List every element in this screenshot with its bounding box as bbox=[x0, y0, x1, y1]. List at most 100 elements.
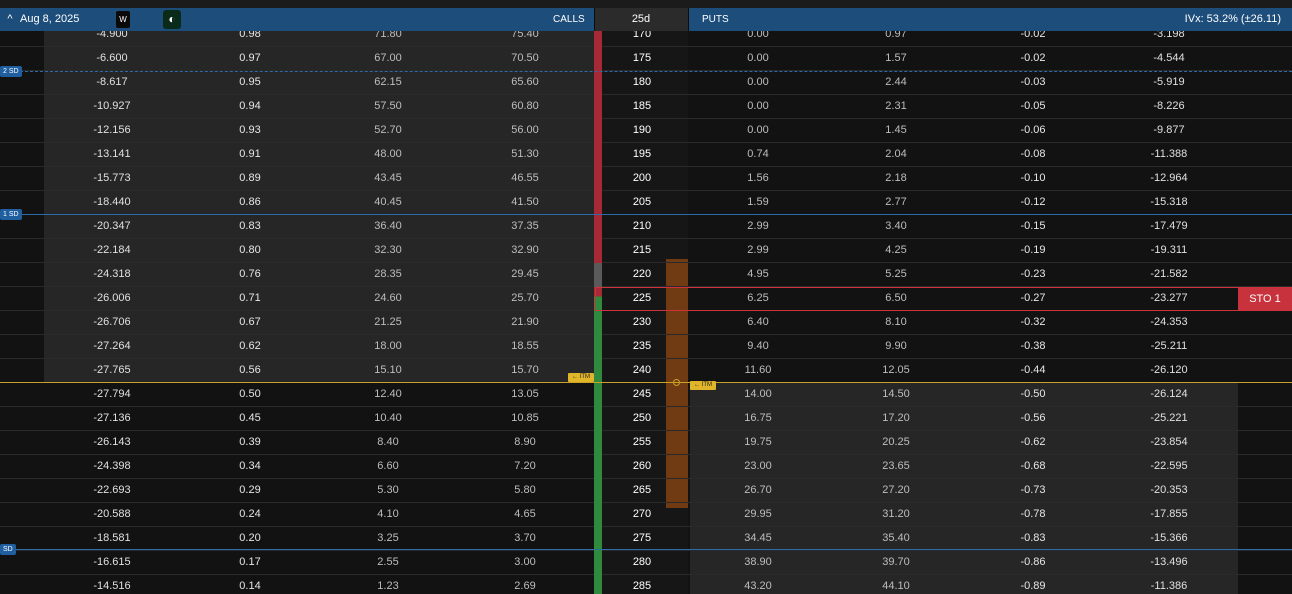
put-bid-cell[interactable]: 2.99 bbox=[747, 220, 769, 232]
call-theta-cell[interactable]: -27.765 bbox=[93, 364, 131, 376]
put-bid-cell[interactable]: 6.40 bbox=[747, 316, 769, 328]
call-bid-cell[interactable]: 40.45 bbox=[374, 196, 402, 208]
call-bid-cell[interactable]: 10.40 bbox=[374, 412, 402, 424]
call-theta-cell[interactable]: -26.706 bbox=[93, 316, 131, 328]
put-ask-cell[interactable]: 2.44 bbox=[885, 76, 907, 88]
chain-row[interactable]: -4.900 0.98 71.80 75.40 170 0.00 0.97 -0.02 -3.1… bbox=[0, 31, 1292, 47]
chain-row[interactable]: -27.136 0.45 10.40 10.85 250 16.75 17.20 -0.56 -… bbox=[0, 407, 1292, 431]
chain-row[interactable]: -18.581 0.20 3.25 3.70 275 34.45 35.40 -0.83 -15… bbox=[0, 527, 1292, 551]
call-ask-cell[interactable]: 4.65 bbox=[514, 508, 536, 520]
put-bid-cell[interactable]: 0.00 bbox=[747, 52, 769, 64]
put-delta-cell[interactable]: -0.44 bbox=[1020, 364, 1046, 376]
strike-cell[interactable]: 225 bbox=[632, 292, 652, 304]
strike-cell[interactable]: 200 bbox=[632, 172, 652, 184]
call-theta-cell[interactable]: -27.794 bbox=[93, 388, 131, 400]
call-delta-cell[interactable]: 0.17 bbox=[239, 556, 261, 568]
call-ask-cell[interactable]: 13.05 bbox=[511, 388, 539, 400]
call-bid-cell[interactable]: 71.80 bbox=[374, 31, 402, 40]
call-theta-cell[interactable]: -12.156 bbox=[93, 124, 131, 136]
put-theta-cell[interactable]: -23.277 bbox=[1150, 292, 1188, 304]
call-delta-cell[interactable]: 0.83 bbox=[239, 220, 261, 232]
call-ask-cell[interactable]: 18.55 bbox=[511, 340, 539, 352]
put-ask-cell[interactable]: 1.57 bbox=[885, 52, 907, 64]
call-delta-cell[interactable]: 0.71 bbox=[239, 292, 261, 304]
chain-row[interactable]: -14.516 0.14 1.23 2.69 285 43.20 44.10 -0.89 -11… bbox=[0, 575, 1292, 594]
call-ask-cell[interactable]: 8.90 bbox=[514, 436, 536, 448]
chain-row[interactable]: -26.143 0.39 8.40 8.90 255 19.75 20.25 -0.62 -23… bbox=[0, 431, 1292, 455]
put-theta-cell[interactable]: -11.388 bbox=[1150, 148, 1188, 160]
put-delta-cell[interactable]: -0.56 bbox=[1020, 412, 1046, 424]
call-theta-cell[interactable]: -20.588 bbox=[93, 508, 131, 520]
call-theta-cell[interactable]: -15.773 bbox=[93, 172, 131, 184]
put-ask-cell[interactable]: 39.70 bbox=[882, 556, 910, 568]
call-delta-cell[interactable]: 0.80 bbox=[239, 244, 261, 256]
put-theta-cell[interactable]: -15.318 bbox=[1150, 196, 1188, 208]
call-theta-cell[interactable]: -27.136 bbox=[93, 412, 131, 424]
chain-row[interactable]: -22.184 0.80 32.30 32.90 215 2.99 4.25 -0.19 -19… bbox=[0, 239, 1292, 263]
call-ask-cell[interactable]: 29.45 bbox=[511, 268, 539, 280]
put-ask-cell[interactable]: 14.50 bbox=[882, 388, 910, 400]
call-delta-cell[interactable]: 0.94 bbox=[239, 100, 261, 112]
put-delta-cell[interactable]: -0.27 bbox=[1020, 292, 1046, 304]
call-delta-cell[interactable]: 0.95 bbox=[239, 76, 261, 88]
call-bid-cell[interactable]: 62.15 bbox=[374, 76, 402, 88]
strike-cell[interactable]: 275 bbox=[632, 532, 652, 544]
call-delta-cell[interactable]: 0.50 bbox=[239, 388, 261, 400]
put-bid-cell[interactable]: 14.00 bbox=[744, 388, 772, 400]
call-ask-cell[interactable]: 25.70 bbox=[511, 292, 539, 304]
call-delta-cell[interactable]: 0.56 bbox=[239, 364, 261, 376]
call-ask-cell[interactable]: 46.55 bbox=[511, 172, 539, 184]
call-ask-cell[interactable]: 75.40 bbox=[511, 31, 539, 40]
call-bid-cell[interactable]: 43.45 bbox=[374, 172, 402, 184]
put-delta-cell[interactable]: -0.12 bbox=[1020, 196, 1046, 208]
call-bid-cell[interactable]: 2.55 bbox=[377, 556, 399, 568]
chain-row[interactable]: -12.156 0.93 52.70 56.00 190 0.00 1.45 -0.06 -9.… bbox=[0, 119, 1292, 143]
put-delta-cell[interactable]: -0.86 bbox=[1020, 556, 1046, 568]
call-bid-cell[interactable]: 4.10 bbox=[377, 508, 399, 520]
call-theta-cell[interactable]: -6.600 bbox=[96, 52, 128, 64]
put-theta-cell[interactable]: -26.120 bbox=[1150, 364, 1188, 376]
call-ask-cell[interactable]: 3.00 bbox=[514, 556, 536, 568]
put-ask-cell[interactable]: 44.10 bbox=[882, 580, 910, 592]
put-theta-cell[interactable]: -17.855 bbox=[1150, 508, 1188, 520]
call-ask-cell[interactable]: 37.35 bbox=[511, 220, 539, 232]
call-bid-cell[interactable]: 6.60 bbox=[377, 460, 399, 472]
call-ask-cell[interactable]: 51.30 bbox=[511, 148, 539, 160]
theme-toggle[interactable]: ◐ bbox=[163, 10, 181, 29]
strike-cell[interactable]: 230 bbox=[632, 316, 652, 328]
call-delta-cell[interactable]: 0.34 bbox=[239, 460, 261, 472]
strike-cell[interactable]: 195 bbox=[632, 148, 652, 160]
strike-cell[interactable]: 265 bbox=[632, 484, 652, 496]
call-theta-cell[interactable]: -13.141 bbox=[93, 148, 131, 160]
put-bid-cell[interactable]: 19.75 bbox=[744, 436, 772, 448]
put-delta-cell[interactable]: -0.68 bbox=[1020, 460, 1046, 472]
put-theta-cell[interactable]: -17.479 bbox=[1150, 220, 1188, 232]
put-bid-cell[interactable]: 1.59 bbox=[747, 196, 769, 208]
put-ask-cell[interactable]: 20.25 bbox=[882, 436, 910, 448]
call-ask-cell[interactable]: 65.60 bbox=[511, 76, 539, 88]
put-theta-cell[interactable]: -8.226 bbox=[1153, 100, 1185, 112]
expiration-date[interactable]: Aug 8, 2025 bbox=[20, 13, 80, 25]
call-theta-cell[interactable]: -10.927 bbox=[93, 100, 131, 112]
sto-order-badge[interactable]: STO 1 bbox=[1238, 288, 1292, 310]
chain-row[interactable]: -27.264 0.62 18.00 18.55 235 9.40 9.90 -0.38 -25… bbox=[0, 335, 1292, 359]
call-bid-cell[interactable]: 36.40 bbox=[374, 220, 402, 232]
strike-cell[interactable]: 220 bbox=[632, 268, 652, 280]
call-theta-cell[interactable]: -14.516 bbox=[93, 580, 131, 592]
put-theta-cell[interactable]: -22.595 bbox=[1150, 460, 1188, 472]
strike-cell[interactable]: 210 bbox=[632, 220, 652, 232]
call-bid-cell[interactable]: 21.25 bbox=[374, 316, 402, 328]
call-delta-cell[interactable]: 0.67 bbox=[239, 316, 261, 328]
put-theta-cell[interactable]: -15.366 bbox=[1150, 532, 1188, 544]
strike-cell[interactable]: 215 bbox=[632, 244, 652, 256]
put-delta-cell[interactable]: -0.05 bbox=[1020, 100, 1046, 112]
call-delta-cell[interactable]: 0.20 bbox=[239, 532, 261, 544]
put-bid-cell[interactable]: 4.95 bbox=[747, 268, 769, 280]
put-bid-cell[interactable]: 0.00 bbox=[747, 100, 769, 112]
put-delta-cell[interactable]: -0.73 bbox=[1020, 484, 1046, 496]
call-delta-cell[interactable]: 0.62 bbox=[239, 340, 261, 352]
put-ask-cell[interactable]: 2.04 bbox=[885, 148, 907, 160]
strike-cell[interactable]: 240 bbox=[632, 364, 652, 376]
put-ask-cell[interactable]: 2.31 bbox=[885, 100, 907, 112]
put-theta-cell[interactable]: -25.211 bbox=[1150, 340, 1188, 352]
